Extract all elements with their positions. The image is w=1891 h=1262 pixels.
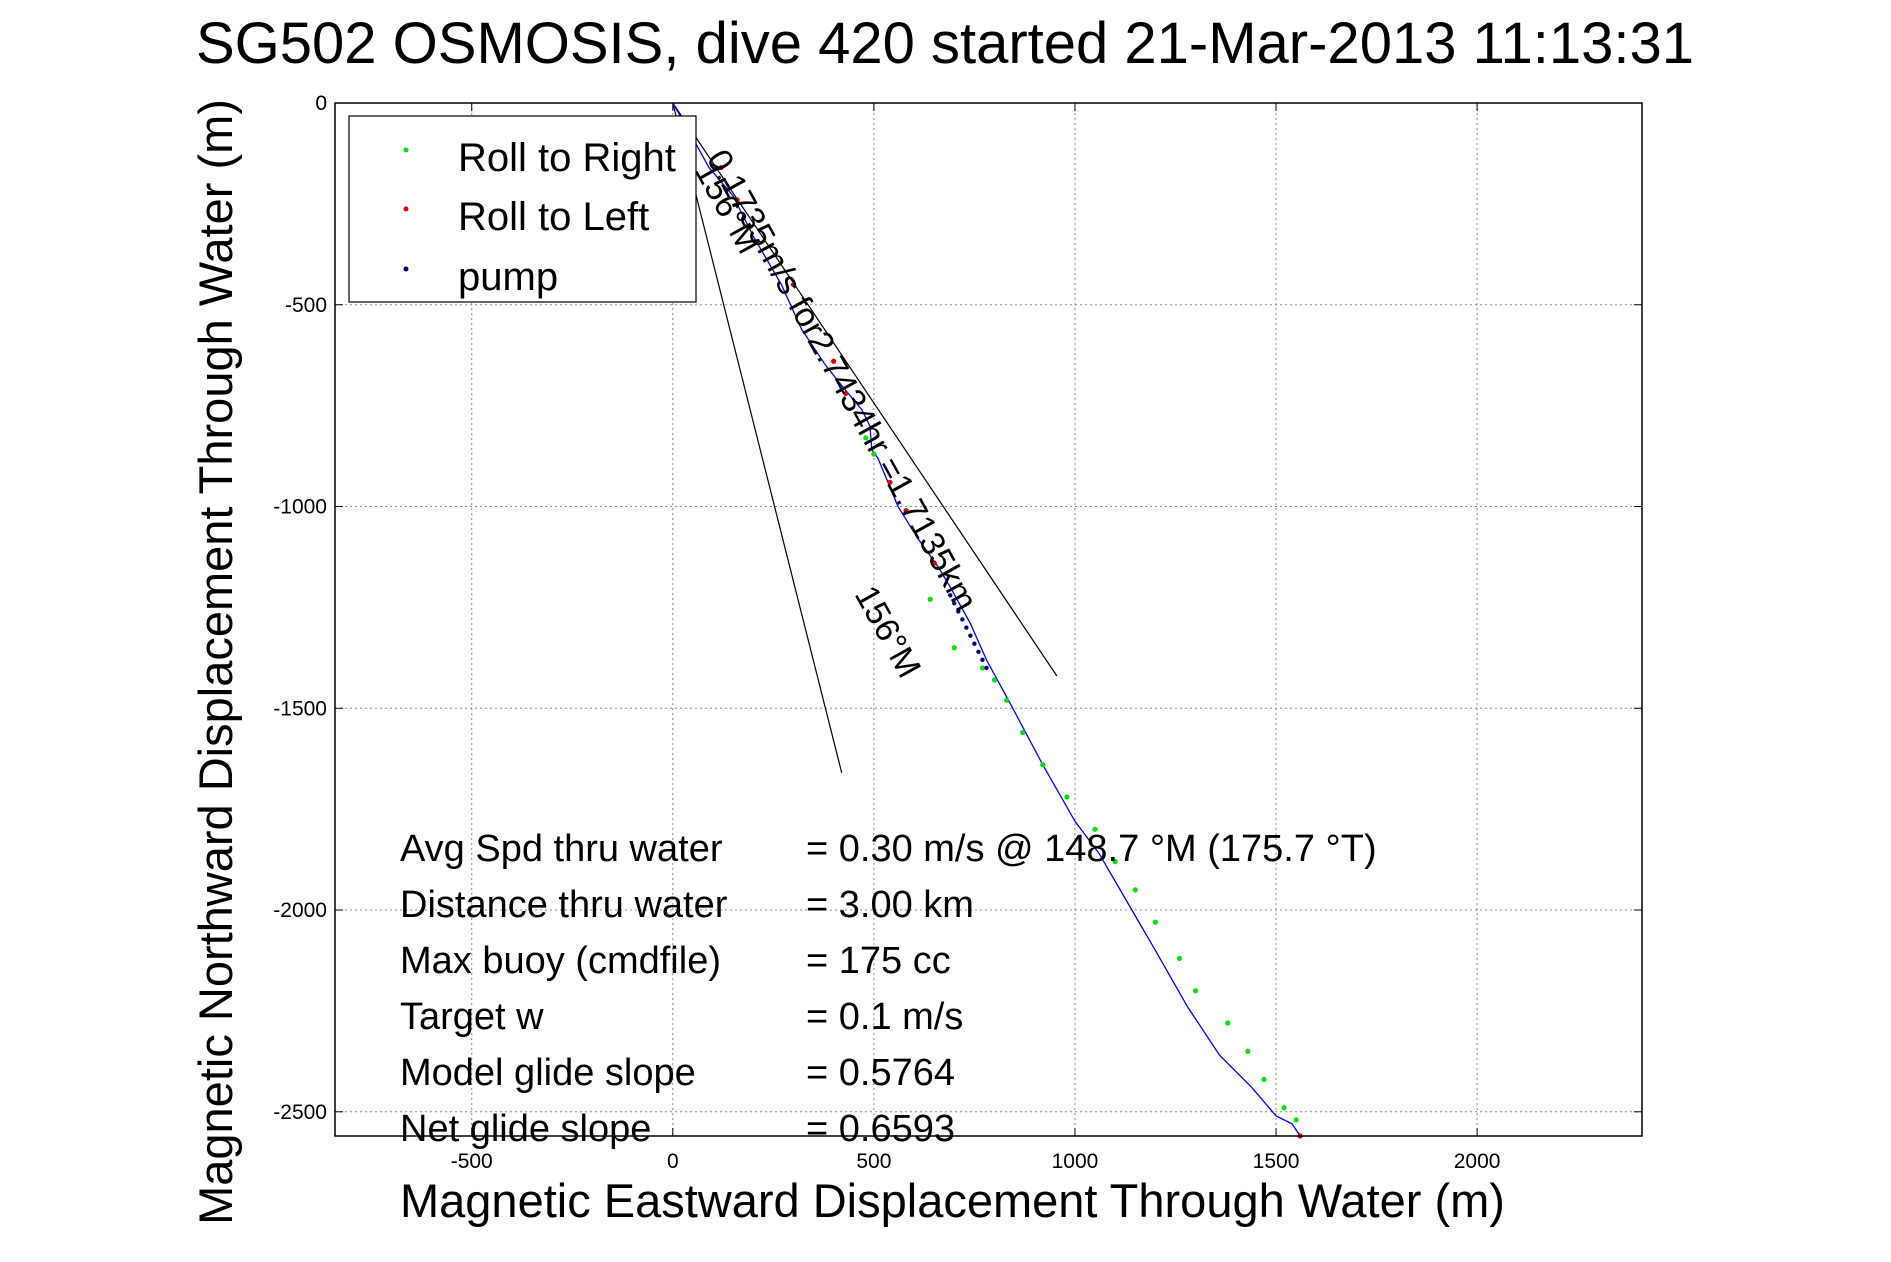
stat-label-avg-speed: Avg Spd thru water	[400, 828, 723, 870]
legend-label-roll-left: Roll to Left	[458, 195, 649, 239]
roll-left-point	[887, 479, 893, 485]
roll-left-point	[831, 358, 837, 364]
roll-left-point	[903, 507, 909, 514]
x-tick-label: 2000	[1454, 1150, 1501, 1173]
x-tick-label: -500	[451, 1150, 493, 1173]
roll-left-point	[843, 390, 849, 397]
x-tick-label: 1500	[1253, 1150, 1300, 1173]
x-axis-label: Magnetic Eastward Displacement Through W…	[400, 1174, 1505, 1227]
chart-title: SG502 OSMOSIS, dive 420 started 21-Mar-2…	[196, 11, 1694, 76]
grid	[335, 102, 1642, 1136]
y-axis-label: Magnetic Northward Displacement Through …	[189, 99, 242, 1225]
pump-point	[956, 609, 961, 614]
roll-right-point	[1064, 794, 1070, 800]
roll-right-point	[871, 451, 877, 457]
roll-right-point	[1193, 988, 1199, 994]
y-tick-label: -2000	[273, 899, 327, 922]
legend-marker-roll-left	[403, 206, 409, 212]
pump-point	[980, 657, 985, 663]
y-tick-label: -2500	[273, 1101, 327, 1124]
pump-point	[972, 641, 977, 646]
legend-label-roll-right: Roll to Right	[458, 136, 676, 180]
stat-value-avg-speed: = 0.30 m/s @ 148.7 °M (175.7 °T)	[806, 828, 1377, 870]
axis-ticks: -500 0 500 1000 1500 2000 0 -500 -1000 -1500 -2000…	[273, 92, 1642, 1173]
stat-value-max-buoy: = 175 cc	[806, 940, 951, 982]
roll-right-point	[991, 677, 998, 683]
stat-value-target-w: = 0.1 m/s	[806, 996, 963, 1038]
stat-value-net-glide: = 0.6593	[806, 1108, 955, 1150]
roll-right-point	[1245, 1048, 1251, 1054]
roll-left-point	[931, 560, 937, 566]
roll-right-point	[1293, 1117, 1299, 1123]
stat-label-distance: Distance thru water	[400, 884, 728, 926]
y-tick-label: -500	[285, 294, 327, 317]
track	[672, 102, 1301, 1137]
pump-point	[964, 625, 969, 630]
roll-right-point	[1132, 887, 1138, 893]
roll-right-point	[1003, 697, 1010, 703]
roll-right-point	[927, 596, 933, 602]
roll-right-point	[979, 665, 986, 671]
pump-point	[976, 649, 981, 654]
roll-right-point	[1261, 1076, 1267, 1083]
y-tick-label: -1500	[273, 697, 327, 720]
stat-label-model-glide: Model glide slope	[400, 1052, 696, 1094]
x-tick-label: 500	[856, 1150, 891, 1173]
roll-right-point	[1092, 826, 1098, 832]
stat-value-distance: = 3.00 km	[806, 884, 974, 926]
pump-point	[960, 617, 965, 622]
heading-line	[672, 102, 843, 773]
legend-marker-roll-right	[403, 147, 409, 153]
legend: Roll to Right Roll to Left pump	[348, 115, 697, 303]
x-tick-label: 1000	[1052, 1150, 1099, 1173]
legend-label-pump: pump	[458, 255, 558, 299]
roll-right-point	[863, 435, 869, 441]
y-tick-label: -1000	[273, 496, 327, 519]
stat-value-model-glide: = 0.5764	[806, 1052, 955, 1094]
roll-right-point	[951, 645, 957, 651]
roll-right-point	[1281, 1105, 1287, 1111]
stats-block: Avg Spd thru water = 0.30 m/s @ 148.7 °M…	[400, 828, 1377, 1150]
roll-right-point	[1225, 1020, 1231, 1026]
roll-left-point	[734, 197, 740, 203]
pump-point	[984, 665, 989, 671]
roll-right-point	[1020, 729, 1026, 736]
track-line	[672, 102, 1301, 1137]
stat-label-net-glide: Net glide slope	[400, 1108, 651, 1150]
legend-marker-pump	[403, 266, 409, 272]
roll-left-point	[790, 281, 797, 288]
pump-point	[952, 601, 957, 606]
roll-right-point	[1040, 762, 1046, 768]
stat-label-max-buoy: Max buoy (cmdfile)	[400, 940, 721, 982]
plot-frame	[334, 102, 1643, 1137]
x-tick-label: 0	[667, 1150, 679, 1173]
stat-label-target-w: Target w	[400, 996, 544, 1038]
roll-left-point	[718, 164, 724, 171]
roll-right-point	[1112, 859, 1118, 865]
pump-point	[968, 633, 973, 638]
roll-right-point	[1152, 919, 1158, 925]
pump-point	[948, 593, 953, 598]
roll-right-point	[1176, 955, 1183, 962]
y-tick-label: 0	[315, 92, 327, 115]
